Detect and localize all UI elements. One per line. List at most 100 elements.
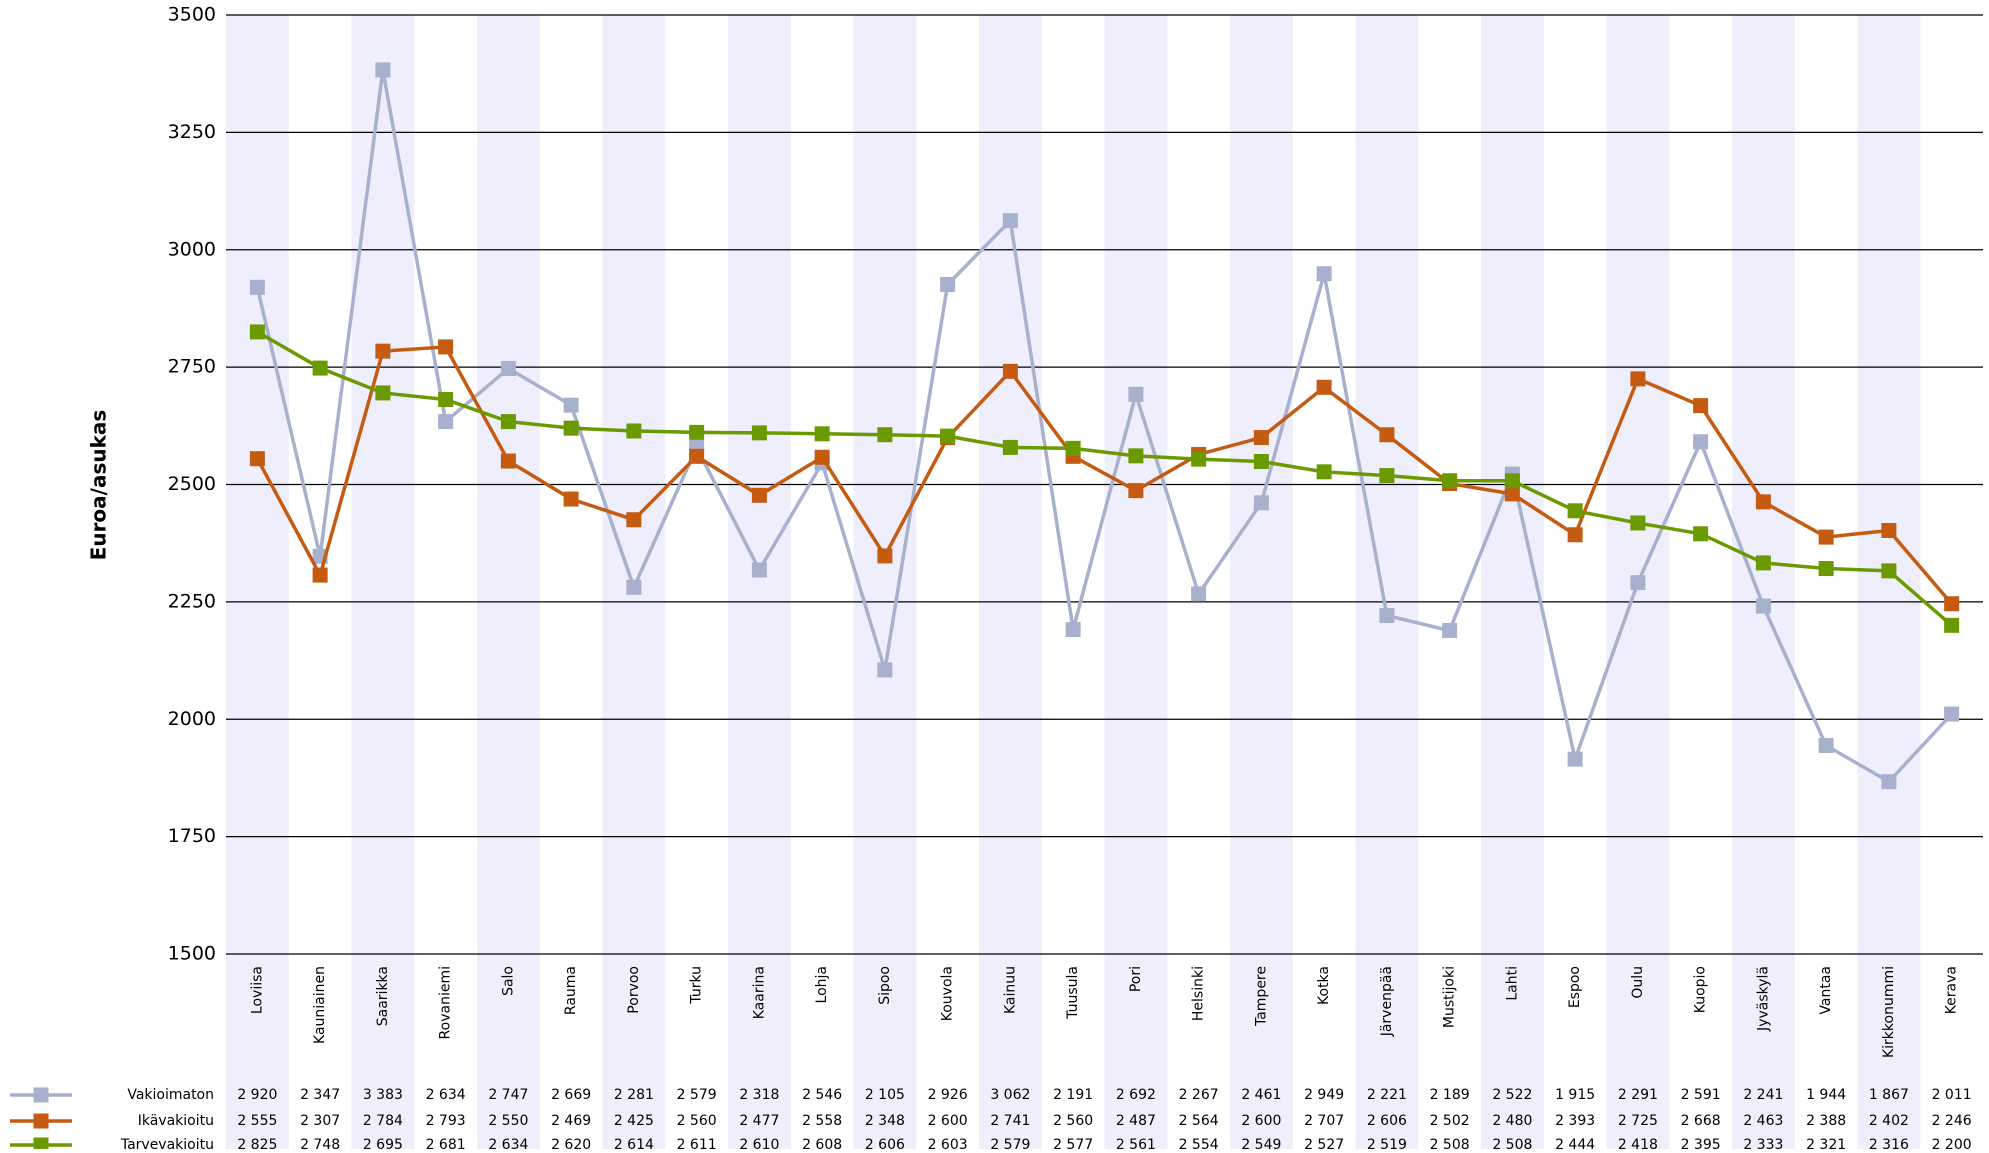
table-cell: 2 558 bbox=[802, 1113, 842, 1129]
table-cell: 2 418 bbox=[1618, 1137, 1658, 1149]
point-marker bbox=[1630, 515, 1646, 531]
table-cell: 2 725 bbox=[1618, 1113, 1658, 1129]
table-cell: 2 793 bbox=[426, 1113, 466, 1129]
point-marker bbox=[438, 339, 454, 355]
table-cell: 2 281 bbox=[614, 1087, 654, 1103]
point-marker bbox=[1630, 575, 1646, 591]
table-cell: 2 561 bbox=[1116, 1137, 1156, 1149]
table-cell: 2 825 bbox=[237, 1137, 277, 1149]
point-marker bbox=[1128, 386, 1144, 402]
x-tick-label: Porvoo bbox=[626, 966, 642, 1014]
point-marker bbox=[500, 414, 516, 430]
x-tick-label: Järvenpää bbox=[1379, 966, 1395, 1037]
series-line bbox=[256, 330, 1953, 627]
table-cell: 2 527 bbox=[1304, 1137, 1344, 1149]
point-marker bbox=[1944, 617, 1960, 633]
column-band bbox=[728, 15, 791, 1149]
table-cell: 2 487 bbox=[1116, 1113, 1156, 1129]
point-marker bbox=[1567, 527, 1583, 543]
point-marker bbox=[1379, 427, 1395, 443]
point-marker bbox=[1379, 607, 1395, 623]
column-band bbox=[477, 15, 540, 1149]
table-cell: 2 784 bbox=[363, 1113, 403, 1129]
point-marker bbox=[1002, 363, 1018, 379]
point-marker bbox=[1693, 434, 1709, 450]
x-tick-label: Turku bbox=[689, 966, 705, 1005]
table-cell: 2 949 bbox=[1304, 1087, 1344, 1103]
legend-marker bbox=[33, 1087, 49, 1103]
table-cell: 2 692 bbox=[1116, 1087, 1156, 1103]
y-tick-label: 3250 bbox=[168, 121, 216, 143]
table-cell: 2 920 bbox=[237, 1087, 277, 1103]
point-marker bbox=[1128, 483, 1144, 499]
point-marker bbox=[312, 360, 328, 376]
table-cell: 2 707 bbox=[1304, 1113, 1344, 1129]
point-marker bbox=[500, 361, 516, 377]
table-cell: 2 695 bbox=[363, 1137, 403, 1149]
point-marker bbox=[1065, 440, 1081, 456]
table-cell: 2 668 bbox=[1681, 1113, 1721, 1129]
point-marker bbox=[1128, 448, 1144, 464]
point-marker bbox=[1065, 622, 1081, 638]
legend-marker bbox=[33, 1113, 49, 1129]
x-tick-label: Kouvola bbox=[940, 966, 956, 1021]
table-cell: 2 603 bbox=[928, 1137, 968, 1149]
x-tick-label: Kainuu bbox=[1002, 966, 1018, 1014]
legend-label: Ikävakioitu bbox=[138, 1113, 214, 1129]
point-marker bbox=[1316, 266, 1332, 282]
point-marker bbox=[375, 343, 391, 359]
point-marker bbox=[438, 392, 454, 408]
table-cell: 2 393 bbox=[1555, 1113, 1595, 1129]
point-marker bbox=[1567, 751, 1583, 767]
table-cell: 2 546 bbox=[802, 1087, 842, 1103]
legend-label: Tarvevakioitu bbox=[120, 1137, 214, 1149]
table-cell: 2 606 bbox=[1367, 1113, 1407, 1129]
point-marker bbox=[1504, 473, 1520, 489]
point-marker bbox=[940, 276, 956, 292]
x-tick-label: Mustijoki bbox=[1442, 966, 1458, 1028]
table-cell: 2 610 bbox=[739, 1137, 779, 1149]
table-cell: 2 579 bbox=[990, 1137, 1030, 1149]
table-cell: 2 267 bbox=[1179, 1087, 1219, 1103]
point-marker bbox=[940, 428, 956, 444]
table-cell: 2 560 bbox=[1053, 1113, 1093, 1129]
point-marker bbox=[249, 451, 265, 467]
table-cell: 2 926 bbox=[928, 1087, 968, 1103]
column-band bbox=[226, 15, 289, 1149]
column-band bbox=[1230, 15, 1293, 1149]
point-marker bbox=[1379, 468, 1395, 484]
table-cell: 2 388 bbox=[1806, 1113, 1846, 1129]
point-marker bbox=[1944, 596, 1960, 612]
table-cell: 2 463 bbox=[1743, 1113, 1783, 1129]
table-cell: 2 246 bbox=[1932, 1113, 1972, 1129]
table-cell: 2 560 bbox=[677, 1113, 717, 1129]
x-tick-label: Sipoo bbox=[877, 966, 893, 1005]
point-marker bbox=[1253, 495, 1269, 511]
point-marker bbox=[1002, 213, 1018, 229]
x-tick-label: Saarikka bbox=[375, 966, 391, 1026]
table-cell: 3 383 bbox=[363, 1087, 403, 1103]
point-marker bbox=[1002, 439, 1018, 455]
table-cell: 2 549 bbox=[1241, 1137, 1281, 1149]
x-tick-label: Pori bbox=[1128, 966, 1144, 992]
x-tick-label: Lahti bbox=[1504, 966, 1520, 1001]
table-cell: 2 747 bbox=[488, 1087, 528, 1103]
table-cell: 2 555 bbox=[237, 1113, 277, 1129]
table-cell: 2 444 bbox=[1555, 1137, 1595, 1149]
table-cell: 2 634 bbox=[488, 1137, 528, 1149]
table-cell: 2 425 bbox=[614, 1113, 654, 1129]
y-tick-label: 2500 bbox=[168, 473, 216, 495]
table-cell: 2 577 bbox=[1053, 1137, 1093, 1149]
x-tick-label: Lohja bbox=[814, 966, 830, 1003]
point-marker bbox=[1442, 473, 1458, 489]
point-marker bbox=[249, 324, 265, 340]
point-marker bbox=[1630, 371, 1646, 387]
point-marker bbox=[1504, 486, 1520, 502]
point-marker bbox=[249, 279, 265, 295]
point-marker bbox=[626, 423, 642, 439]
point-marker bbox=[312, 567, 328, 583]
point-marker bbox=[689, 448, 705, 464]
y-tick-label: 1750 bbox=[168, 825, 216, 847]
table-cell: 2 307 bbox=[300, 1113, 340, 1129]
